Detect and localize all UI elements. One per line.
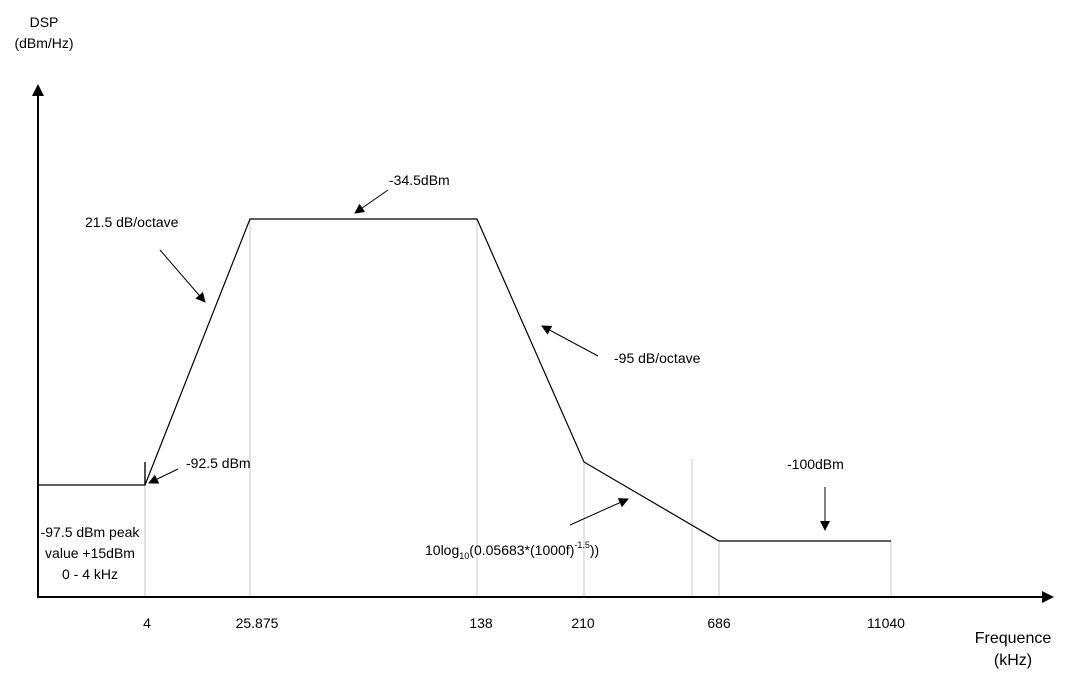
x-tick-label: 25.875 xyxy=(236,615,279,631)
label-floor: -100dBm xyxy=(787,456,844,472)
x-tick-label: 138 xyxy=(469,615,493,631)
x-tick-label: 210 xyxy=(571,615,595,631)
label-plateau: -34.5dBm xyxy=(389,172,450,188)
formula-body: (0.05683*(1000f) xyxy=(469,542,574,558)
label-slope-up: 21.5 dB/octave xyxy=(85,214,179,230)
label-baseband-line1: -97.5 dBm peak xyxy=(41,524,141,540)
label-baseband-line2: value +15dBm xyxy=(45,545,135,561)
formula-suffix: )) xyxy=(590,542,599,558)
arrow-slope-down xyxy=(541,325,599,357)
formula-subscript: 10 xyxy=(459,551,469,561)
y-axis-title-line1: DSP xyxy=(30,14,59,30)
psd-mask-curve xyxy=(38,218,891,542)
label-slope-down: -95 dB/octave xyxy=(614,350,701,366)
x-tick-label: 686 xyxy=(707,615,731,631)
label-knee-low: -92.5 dBm xyxy=(186,455,251,471)
x-tick-label: 4 xyxy=(143,615,151,631)
formula-prefix: 10log xyxy=(425,542,459,558)
y-axis-title-line2: (dBm/Hz) xyxy=(14,35,73,51)
x-axis-title-line2: (kHz) xyxy=(994,652,1032,669)
arrow-slope-up xyxy=(159,249,206,303)
arrow-formula xyxy=(569,498,629,526)
arrow-knee-low xyxy=(148,468,179,484)
formula-exponent: -1.5 xyxy=(574,540,590,550)
label-formula: 10log10(0.05683*(1000f)-1.5)) xyxy=(425,540,599,561)
x-axis-title-line1: Frequence xyxy=(975,630,1052,647)
label-baseband-line3: 0 - 4 kHz xyxy=(62,566,118,582)
x-tick-label: 11040 xyxy=(867,615,905,631)
arrow-plateau xyxy=(354,189,389,214)
